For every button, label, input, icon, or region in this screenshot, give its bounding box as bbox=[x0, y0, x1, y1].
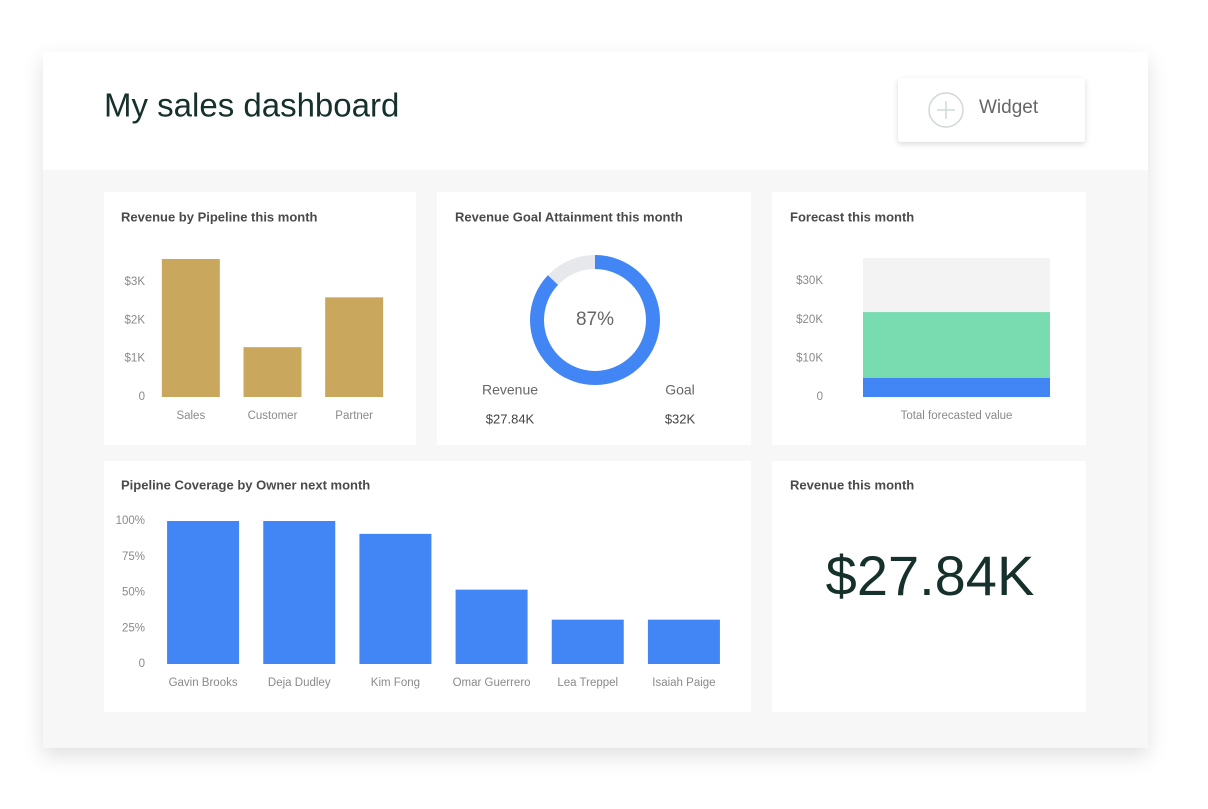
y-tick-label: $3K bbox=[125, 276, 146, 288]
bar bbox=[647, 619, 720, 664]
y-tick-label: 75% bbox=[122, 551, 145, 563]
y-tick-label: 50% bbox=[122, 587, 145, 599]
x-tick-label: Omar Guerrero bbox=[453, 677, 531, 689]
plus-sign[interactable] bbox=[937, 101, 955, 119]
bar bbox=[167, 521, 240, 664]
button-bg[interactable] bbox=[898, 78, 1085, 142]
x-tick-label: Lea Treppel bbox=[557, 677, 618, 689]
x-tick-label: Total forecasted value bbox=[901, 410, 1013, 422]
y-tick-label: 100% bbox=[116, 515, 145, 527]
button-label[interactable]: Widget bbox=[979, 97, 1039, 118]
widget bbox=[437, 192, 751, 445]
bar bbox=[359, 533, 432, 664]
donut-label: 87% bbox=[576, 309, 614, 330]
bar-segment bbox=[863, 258, 1050, 313]
widget-title: Revenue by Pipeline this month bbox=[121, 209, 318, 224]
bar bbox=[243, 347, 302, 397]
x-tick-label: Isaiah Paige bbox=[652, 677, 715, 689]
bar-segment bbox=[863, 312, 1050, 378]
stat-name: Revenue bbox=[482, 382, 538, 398]
x-tick-label: Partner bbox=[335, 410, 373, 422]
add-widget-button[interactable]: Widget bbox=[898, 78, 1085, 142]
bar bbox=[455, 589, 528, 664]
y-tick-label: 0 bbox=[139, 658, 145, 670]
y-tick-label: $30K bbox=[796, 275, 823, 287]
x-tick-label: Kim Fong bbox=[371, 677, 420, 689]
y-tick-label: 0 bbox=[139, 391, 145, 403]
widget-title: Forecast this month bbox=[790, 209, 914, 224]
widget-title: Revenue this month bbox=[790, 477, 914, 492]
stat-name: Goal bbox=[665, 382, 695, 398]
x-tick-label: Gavin Brooks bbox=[169, 677, 238, 689]
page-title: My sales dashboard bbox=[104, 87, 399, 124]
y-tick-label: 0 bbox=[817, 391, 823, 403]
x-tick-label: Sales bbox=[176, 410, 205, 422]
stat-value: $32K bbox=[665, 411, 696, 426]
bar bbox=[161, 259, 220, 397]
y-tick-label: $1K bbox=[125, 353, 146, 365]
stat-value: $27.84K bbox=[486, 411, 535, 426]
y-tick-label: $20K bbox=[796, 314, 823, 326]
plus-icon[interactable] bbox=[928, 92, 964, 128]
bar bbox=[551, 619, 624, 664]
bar bbox=[263, 521, 336, 664]
bar-segment bbox=[863, 377, 1050, 397]
y-tick-label: 25% bbox=[122, 622, 145, 634]
y-tick-label: $2K bbox=[125, 314, 146, 326]
x-tick-label: Customer bbox=[248, 410, 298, 422]
y-tick-label: $10K bbox=[796, 352, 823, 364]
bar bbox=[325, 297, 384, 397]
widget-title: Revenue Goal Attainment this month bbox=[455, 209, 683, 224]
kpi-value: $27.84K bbox=[826, 544, 1035, 607]
x-tick-label: Deja Dudley bbox=[268, 677, 331, 689]
widget-title: Pipeline Coverage by Owner next month bbox=[121, 477, 370, 492]
widget bbox=[772, 461, 1086, 712]
donut-arc bbox=[530, 255, 660, 385]
